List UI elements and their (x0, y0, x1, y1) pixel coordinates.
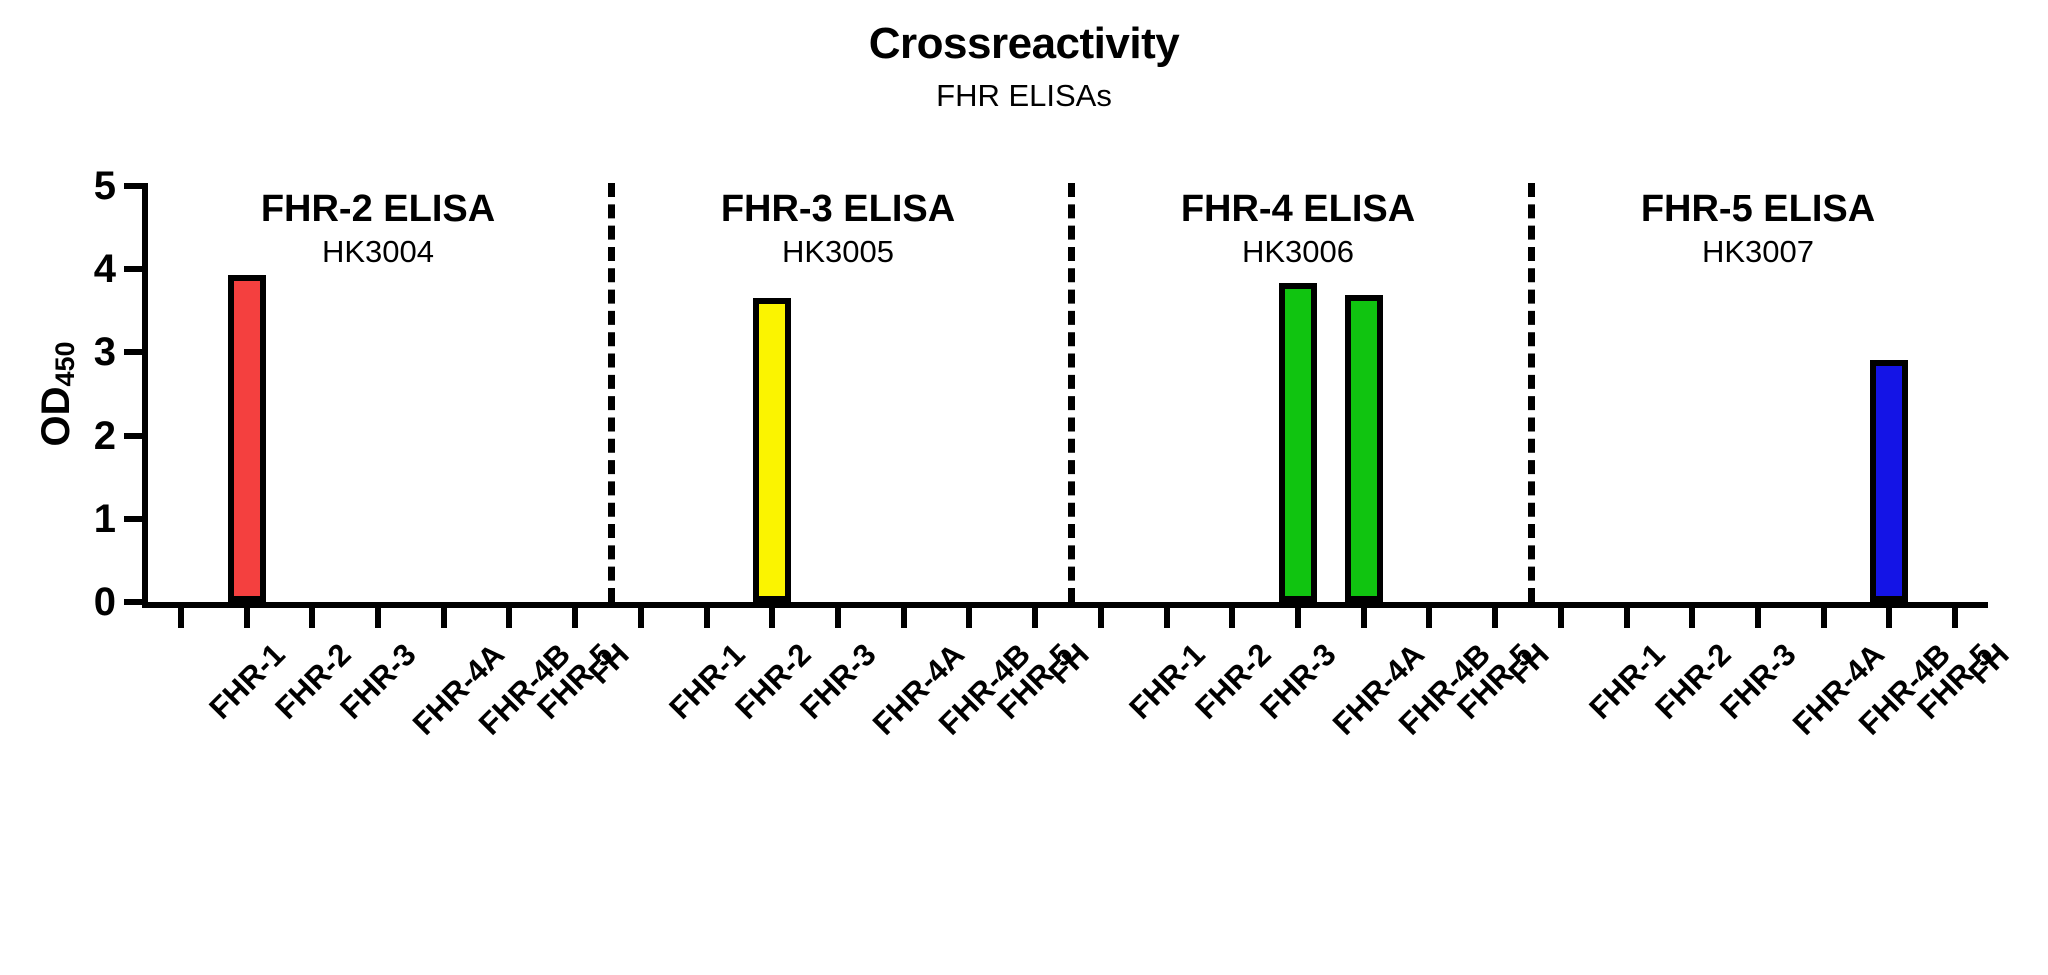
x-tick (1097, 608, 1104, 628)
x-tick (1492, 608, 1499, 628)
x-tick (637, 608, 644, 628)
panel-title: FHR-4 ELISA (1180, 188, 1416, 230)
y-tick: 3 (94, 332, 142, 372)
x-axis-line (142, 602, 1988, 608)
panel-subtitle: HK3007 (1701, 234, 1815, 269)
y-tick: 4 (94, 249, 142, 289)
x-tick-label: FHR-1 (662, 636, 752, 726)
x-tick (440, 608, 447, 628)
x-tick (177, 608, 184, 628)
y-tick-label: 4 (93, 247, 116, 292)
y-axis-title-subscript: 450 (49, 341, 80, 387)
x-tick (1032, 608, 1039, 628)
y-tick-label: 5 (93, 164, 116, 208)
x-tick (1163, 608, 1170, 628)
y-tick-label: 1 (93, 496, 116, 541)
x-tick-label: FHR-1 (202, 636, 292, 726)
panel-title: FHR-5 ELISA (1640, 188, 1876, 230)
panel-subtitle: HK3006 (1241, 234, 1355, 269)
x-tick (1689, 608, 1696, 628)
panel-title: FHR-3 ELISA (720, 188, 956, 230)
x-tick (1360, 608, 1367, 628)
x-tick-label: FHR-1 (1122, 636, 1212, 726)
bar (1279, 283, 1317, 602)
x-tick (1229, 608, 1236, 628)
x-tick (966, 608, 973, 628)
panel-title: FHR-2 ELISA (260, 188, 496, 230)
x-tick (243, 608, 250, 628)
y-tick-label: 3 (93, 330, 116, 375)
y-tick: 1 (94, 499, 142, 539)
panel-subtitle: HK3004 (321, 234, 435, 269)
panel-divider (608, 183, 615, 602)
chart-subtitle: FHR ELISAs (936, 78, 1112, 113)
x-tick (900, 608, 907, 628)
x-tick (1623, 608, 1630, 628)
bar (1344, 295, 1383, 602)
x-tick (703, 608, 710, 628)
x-tick (1886, 608, 1893, 628)
x-tick (572, 608, 579, 628)
x-tick (769, 608, 776, 628)
bar (227, 275, 266, 602)
y-tick: 2 (94, 416, 142, 456)
x-tick (835, 608, 841, 628)
x-tick-label: FHR-1 (1582, 636, 1672, 726)
x-tick (1952, 608, 1959, 628)
y-tick: 0 (94, 582, 142, 622)
panel-divider (1528, 183, 1535, 602)
y-axis-title: OD 450 (30, 186, 82, 602)
x-tick (1755, 608, 1761, 628)
panel-subtitle: HK3005 (781, 234, 895, 269)
y-tick-label: 0 (93, 580, 116, 624)
x-tick (1426, 608, 1433, 628)
x-tick (506, 608, 513, 628)
bar (753, 298, 792, 602)
bar (1870, 359, 1909, 602)
x-tick (1557, 608, 1564, 628)
y-tick: 5 (94, 166, 142, 206)
panel-divider (1068, 183, 1075, 602)
x-tick (1820, 608, 1827, 628)
y-tick-label: 2 (93, 413, 116, 458)
chart-title: Crossreactivity (868, 19, 1180, 68)
x-tick (375, 608, 381, 628)
y-axis-title-base: OD (34, 386, 78, 447)
x-tick (1295, 608, 1301, 628)
x-tick (309, 608, 316, 628)
y-axis-line (142, 183, 148, 605)
